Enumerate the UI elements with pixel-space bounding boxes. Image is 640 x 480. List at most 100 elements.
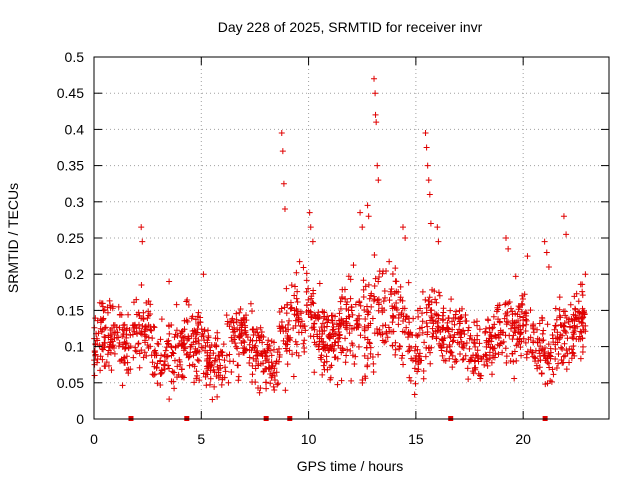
data-point — [364, 308, 371, 315]
data-point — [133, 311, 140, 318]
data-point — [577, 355, 584, 362]
data-point — [327, 331, 334, 338]
data-point — [139, 238, 146, 245]
data-point — [471, 319, 478, 326]
data-point — [187, 349, 194, 356]
data-point — [514, 340, 521, 347]
data-point — [494, 341, 501, 348]
data-point — [437, 329, 444, 336]
data-point — [142, 323, 149, 330]
data-point — [427, 307, 434, 314]
data-point — [308, 314, 315, 321]
data-point — [256, 389, 263, 396]
data-point — [127, 343, 134, 350]
data-point — [506, 299, 513, 306]
data-point — [488, 359, 495, 366]
data-point — [397, 283, 404, 290]
data-point — [194, 329, 201, 336]
data-point — [373, 119, 380, 126]
data-point — [348, 377, 355, 384]
data-point — [267, 380, 274, 387]
data-point — [577, 328, 584, 335]
data-point — [278, 130, 285, 137]
data-point — [390, 315, 397, 322]
data-point — [377, 331, 384, 338]
data-point — [351, 360, 358, 367]
data-point — [491, 345, 498, 352]
data-point — [330, 323, 337, 330]
data-point — [225, 379, 232, 386]
data-point — [273, 369, 280, 376]
data-point — [331, 339, 338, 346]
data-point — [490, 354, 497, 361]
data-points — [91, 75, 589, 403]
data-point — [232, 340, 239, 347]
data-point — [419, 310, 426, 317]
data-point — [176, 340, 183, 347]
data-point — [237, 305, 244, 312]
y-tick-label: 0.05 — [57, 375, 84, 391]
data-point — [171, 334, 178, 341]
data-point — [462, 312, 469, 319]
data-point — [435, 315, 442, 322]
data-point — [249, 362, 256, 369]
data-point — [481, 361, 488, 368]
data-point — [563, 366, 570, 373]
data-point — [298, 318, 305, 325]
data-point — [200, 333, 207, 340]
data-point — [150, 372, 157, 379]
data-point — [579, 314, 586, 321]
data-point — [131, 328, 138, 335]
data-point — [105, 347, 112, 354]
data-point — [166, 330, 173, 337]
data-point — [414, 346, 421, 353]
data-point — [523, 317, 530, 324]
data-point — [255, 362, 262, 369]
data-point — [399, 328, 406, 335]
data-point — [229, 326, 236, 333]
data-point — [447, 307, 454, 314]
data-point — [507, 325, 514, 332]
data-point — [355, 343, 362, 350]
data-point — [326, 346, 333, 353]
data-point — [94, 337, 101, 344]
data-point — [191, 327, 198, 334]
data-point — [582, 271, 589, 278]
data-point — [389, 319, 396, 326]
data-point — [533, 362, 540, 369]
data-point — [456, 326, 463, 333]
data-point — [111, 350, 118, 357]
data-point — [495, 351, 502, 358]
data-point — [420, 367, 427, 374]
data-point — [382, 322, 389, 329]
data-point — [423, 319, 430, 326]
data-point — [375, 177, 382, 184]
data-point — [104, 351, 111, 358]
data-point — [196, 377, 203, 384]
data-point — [580, 309, 587, 316]
data-point — [246, 341, 253, 348]
data-point — [422, 296, 429, 303]
data-point — [192, 335, 199, 342]
data-point — [144, 341, 151, 348]
data-point — [166, 365, 173, 372]
data-point — [321, 344, 328, 351]
data-point — [371, 283, 378, 290]
data-point — [316, 280, 323, 287]
data-point — [141, 337, 148, 344]
data-point — [541, 348, 548, 355]
data-point — [357, 302, 364, 309]
data-point — [384, 334, 391, 341]
data-point — [99, 345, 106, 352]
data-point — [101, 306, 108, 313]
data-point — [345, 273, 352, 280]
data-point — [303, 270, 310, 277]
data-point — [513, 319, 520, 326]
data-point — [424, 331, 431, 338]
data-point — [301, 348, 308, 355]
data-point — [379, 337, 386, 344]
data-point — [445, 325, 452, 332]
data-point — [415, 331, 422, 338]
data-point — [140, 316, 147, 323]
data-point — [348, 326, 355, 333]
